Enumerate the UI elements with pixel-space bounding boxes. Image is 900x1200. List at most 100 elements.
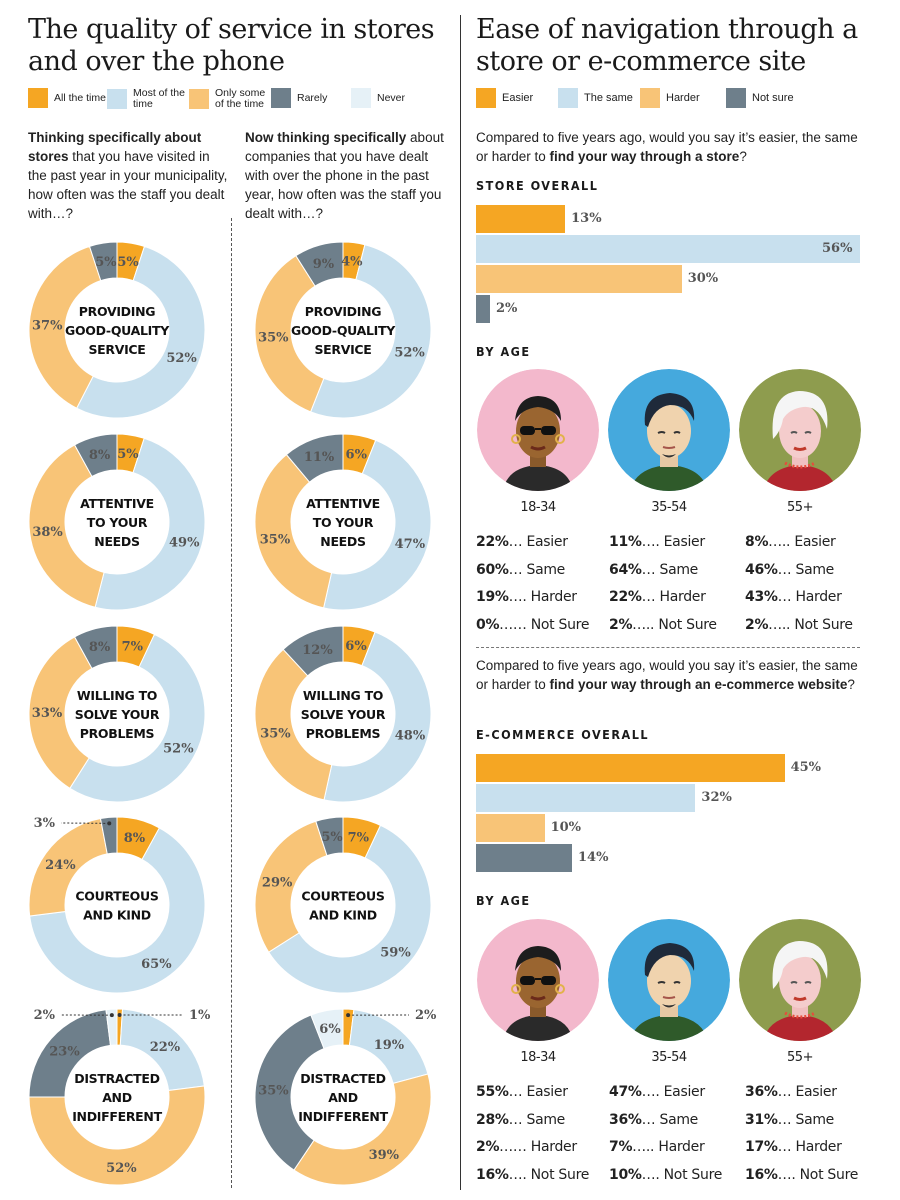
donut-slice bbox=[323, 439, 432, 611]
age-stat-label: Same bbox=[655, 1111, 698, 1128]
donut-value-label: 5% bbox=[117, 447, 139, 462]
age-stat-dots: ….. bbox=[632, 1139, 655, 1155]
donut-value-label: 19% bbox=[374, 1038, 405, 1053]
age-stat-dots: … bbox=[777, 561, 792, 578]
age-stat-pct: 7% bbox=[609, 1139, 633, 1155]
legend-label: Most of the time bbox=[133, 87, 185, 110]
age-stat-dots: ….. bbox=[632, 616, 655, 633]
donut-value-label: 52% bbox=[394, 346, 425, 361]
donut-value-label: 11% bbox=[304, 450, 335, 465]
donut-value-label: 5% bbox=[117, 255, 139, 270]
age-stat-label: Not Sure bbox=[659, 1166, 723, 1183]
donut-value-label: 49% bbox=[169, 536, 200, 551]
donut-value-label: 24% bbox=[45, 858, 76, 873]
right-title: Ease of navigation through a store or e-… bbox=[476, 14, 858, 78]
donut-value-label: 35% bbox=[258, 1083, 289, 1098]
donut-slice bbox=[69, 633, 206, 803]
age-stat-pct: 22% bbox=[609, 589, 642, 605]
age-stat-label: Easier bbox=[659, 1084, 705, 1100]
age-group-label: 35-54 bbox=[651, 500, 687, 515]
donut-value-label: 12% bbox=[302, 643, 333, 658]
age-stat-row: 17%… Harder bbox=[745, 1140, 842, 1154]
age-stat-row: 10%…. Not Sure bbox=[609, 1168, 722, 1182]
left-legend-item: Rarely bbox=[271, 88, 327, 108]
age-stat-label: Not Sure bbox=[790, 616, 853, 633]
phone-question: Now thinking specifically about companie… bbox=[245, 128, 450, 223]
donut-center-label: SERVICE bbox=[88, 342, 145, 357]
donut-value-label: 52% bbox=[106, 1161, 137, 1176]
age-stat-row: 43%… Harder bbox=[745, 590, 842, 604]
age-stat-dots: …. bbox=[641, 1166, 660, 1183]
age-stat-row: 11%…. Easier bbox=[609, 535, 705, 549]
bar bbox=[476, 754, 785, 782]
donut-slice bbox=[254, 820, 328, 953]
bar-value-label: 45% bbox=[790, 760, 822, 775]
left-title-line2: and over the phone bbox=[28, 46, 285, 77]
age-stat-pct: 16% bbox=[476, 1166, 509, 1183]
donut-center-label: COURTEOUS bbox=[75, 889, 158, 904]
donut-value-label: 22% bbox=[150, 1040, 181, 1055]
age-stat-dots: … bbox=[641, 1111, 656, 1128]
age-stat-pct: 60% bbox=[476, 561, 509, 578]
age-stat-dots: …. bbox=[641, 1084, 660, 1100]
age-stat-label: Harder bbox=[791, 589, 842, 605]
age-stat-label: Harder bbox=[655, 589, 706, 605]
donut-value-label: 35% bbox=[260, 726, 291, 741]
donut-value-label: 48% bbox=[395, 728, 426, 743]
ecom-by-age-label: BY AGE bbox=[476, 893, 531, 908]
legend-swatch bbox=[726, 88, 746, 108]
age-stat-row: 36%… Same bbox=[609, 1113, 698, 1127]
age-group-label: 18-34 bbox=[520, 1050, 556, 1065]
age-stat-pct: 19% bbox=[476, 589, 509, 605]
age-stat-dots: … bbox=[777, 1139, 792, 1155]
right-legend-item: Not sure bbox=[726, 88, 794, 108]
bar-value-label: 13% bbox=[571, 211, 602, 226]
donut-center-label: INDIFFERENT bbox=[72, 1109, 162, 1124]
donut-slice bbox=[88, 241, 118, 282]
callout-dot bbox=[117, 1013, 122, 1018]
donut-charts: 5% 52% 37% 5% PROVIDING GOOD-QUALITY SERVICE 5%… bbox=[28, 241, 437, 1186]
donut-value-label: 5% bbox=[95, 255, 117, 270]
legend-swatch bbox=[558, 88, 578, 108]
donut-value-label: 39% bbox=[369, 1148, 400, 1163]
donut-value-label: 1% bbox=[189, 1008, 211, 1023]
donut-slice bbox=[28, 245, 102, 409]
donut-value-label: 59% bbox=[380, 945, 411, 960]
donut-center-label: AND KIND bbox=[83, 908, 151, 923]
age-stat-row: 16%…. Not Sure bbox=[476, 1168, 589, 1182]
age-stat-label: Harder bbox=[654, 1139, 705, 1155]
donut-slice bbox=[309, 244, 432, 419]
bar bbox=[476, 265, 682, 293]
donut-center-label: GOOD-QUALITY bbox=[65, 323, 170, 338]
age-stat-dots: … bbox=[777, 1111, 792, 1128]
age-stat-pct: 2% bbox=[745, 616, 769, 633]
store-overall-label: STORE OVERALL bbox=[476, 178, 599, 193]
age-stat-pct: 2% bbox=[476, 1139, 500, 1155]
legend-swatch bbox=[271, 88, 291, 108]
donut-slice bbox=[29, 827, 206, 994]
left-title: The quality of service in stores and ove… bbox=[28, 14, 435, 78]
bar bbox=[476, 235, 860, 263]
donut-value-label: 8% bbox=[89, 640, 111, 655]
age-stat-pct: 47% bbox=[609, 1084, 642, 1100]
legend-swatch bbox=[189, 88, 209, 109]
left-legend-item: Most of the time bbox=[107, 88, 185, 109]
donut-value-label: 52% bbox=[166, 351, 197, 366]
donut-center-label: PROVIDING bbox=[305, 304, 381, 319]
right-title-line1: Ease of navigation through a bbox=[476, 14, 858, 45]
donut-center-label: SERVICE bbox=[314, 342, 371, 357]
phone-question-bold: Now thinking specifically bbox=[245, 130, 407, 145]
age-stat-label: Same bbox=[522, 1111, 565, 1128]
donut-center-label: AND KIND bbox=[309, 908, 377, 923]
bar bbox=[476, 784, 696, 812]
age-stat-row: 22%… Harder bbox=[609, 590, 706, 604]
donut-slice bbox=[28, 444, 105, 608]
age-stat-dots: …. bbox=[777, 1166, 796, 1183]
avatar-35-54 bbox=[608, 369, 730, 491]
donut-slice bbox=[73, 433, 118, 478]
age-stat-row: 22%… Easier bbox=[476, 535, 568, 549]
age-stat-pct: 64% bbox=[609, 561, 642, 578]
donut-value-label: 6% bbox=[346, 447, 368, 462]
phone-question-rest: about companies that you have dealt with… bbox=[245, 130, 444, 221]
age-stat-pct: 22% bbox=[476, 534, 509, 550]
